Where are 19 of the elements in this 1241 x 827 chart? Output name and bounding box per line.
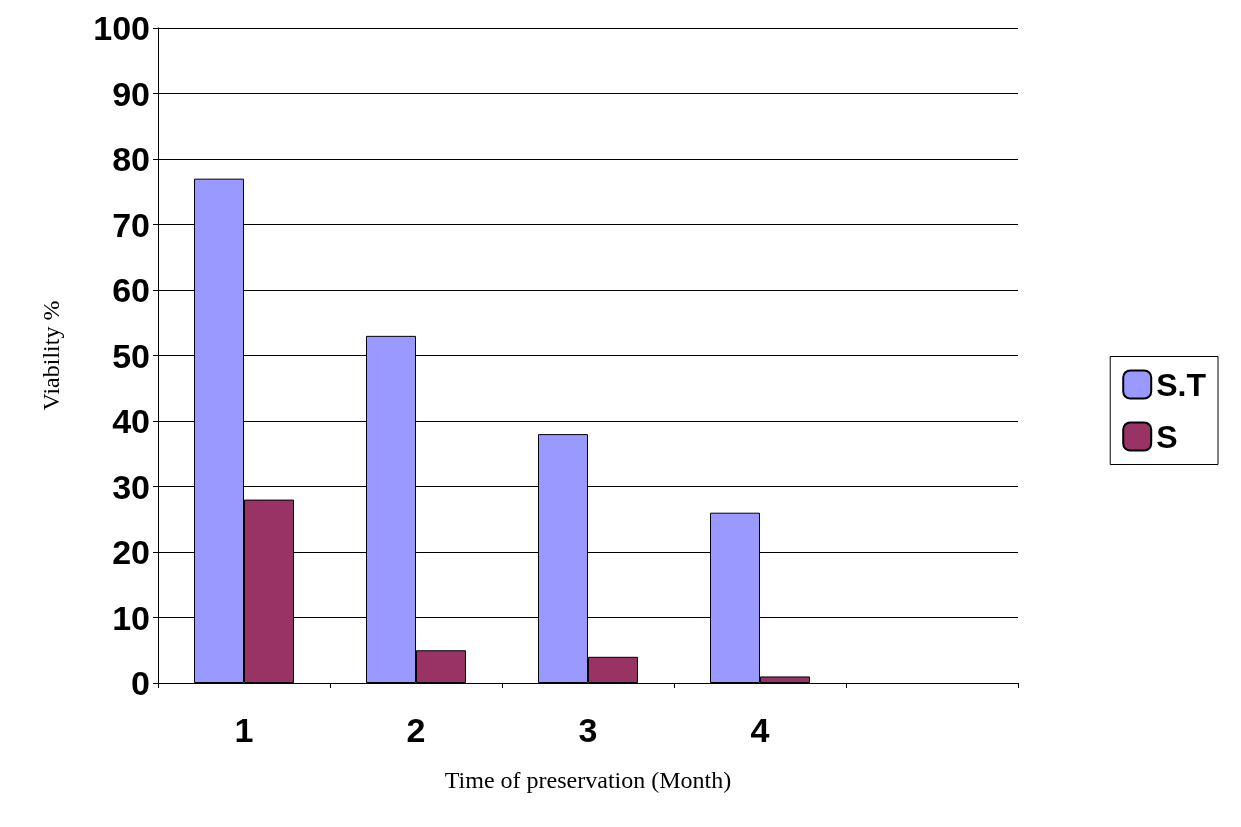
y-tick-label: 30: [112, 467, 150, 506]
x-tick-label: 1: [234, 711, 254, 749]
x-tick-label: 4: [750, 711, 770, 749]
y-tick-label: 50: [112, 336, 150, 375]
legend-label: S: [1156, 418, 1178, 455]
y-tick-label: 0: [131, 664, 150, 702]
y-axis-title: Viability %: [38, 300, 64, 411]
y-tick-label: 60: [112, 271, 150, 309]
x-tick-label: 2: [406, 711, 426, 749]
y-tick-label: 70: [112, 205, 150, 244]
legend-label: S.T: [1156, 366, 1207, 403]
y-tick-label: 90: [112, 74, 150, 113]
y-tick-label: 80: [112, 140, 150, 178]
x-tick-label: 3: [578, 711, 598, 749]
y-tick-label: 10: [112, 598, 150, 637]
y-tick-label: 100: [93, 9, 150, 47]
y-tick-label: 40: [112, 402, 150, 440]
y-tick-label: 20: [112, 533, 150, 571]
x-axis-title: Time of preservation (Month): [444, 767, 732, 793]
